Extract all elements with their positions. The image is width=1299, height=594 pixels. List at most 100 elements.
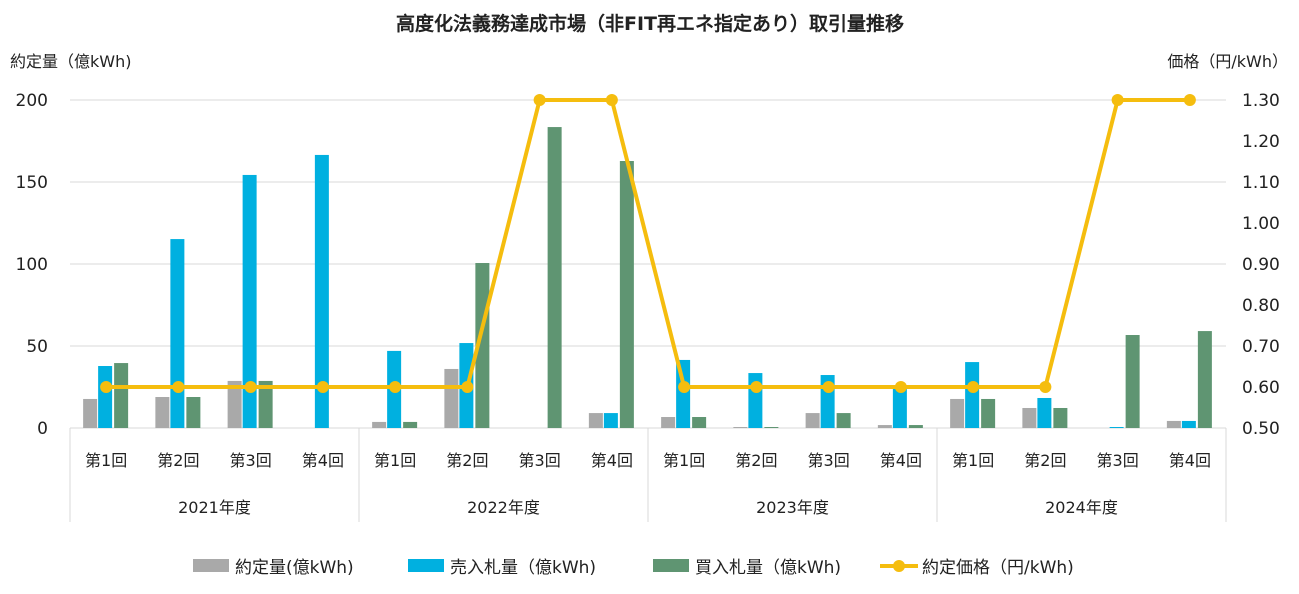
bar-sell: [98, 366, 113, 428]
bar-buy: [619, 161, 634, 428]
chart-title: 高度化法義務達成市場（非FIT再エネ指定あり）取引量推移: [396, 12, 904, 35]
right-tick-label: 1.20: [1242, 132, 1280, 152]
round-label: 第2回: [735, 451, 777, 470]
bar-settled: [950, 398, 965, 428]
year-label: 2021年度: [178, 498, 251, 517]
right-tick-label: 0.90: [1242, 255, 1280, 275]
price-point: [822, 381, 835, 393]
price-point: [750, 381, 763, 393]
legend-label: 売入札量（億kWh): [450, 558, 596, 578]
round-label: 第2回: [446, 451, 488, 470]
price-point: [244, 381, 257, 393]
bar-sell: [170, 239, 185, 428]
price-point: [1111, 94, 1124, 106]
price-line: [106, 98, 1190, 389]
bar-settled: [1166, 420, 1181, 428]
price-point: [967, 381, 980, 393]
bar-settled: [83, 398, 98, 428]
bar-settled: [227, 380, 242, 428]
round-label: 第4回: [302, 451, 344, 470]
bar-settled: [733, 427, 748, 428]
bar-sell: [314, 154, 329, 428]
right-tick-label: 0.60: [1242, 378, 1280, 398]
left-tick-label: 100: [16, 255, 48, 275]
bar-buy: [475, 263, 490, 428]
right-axis-label: 価格（円/kWh）: [1167, 52, 1288, 71]
bar-settled: [805, 413, 820, 428]
round-label: 第4回: [880, 451, 922, 470]
legend-swatch: [408, 559, 444, 572]
bar-settled: [1022, 407, 1037, 428]
legend-label: 約定価格（円/kWh): [922, 558, 1074, 578]
right-tick-label: 0.80: [1242, 296, 1280, 316]
legend-swatch: [193, 559, 229, 572]
bar-sell: [965, 362, 980, 428]
bar-sell: [1109, 427, 1124, 428]
price-point: [172, 381, 185, 393]
price-point: [1039, 381, 1052, 393]
round-label: 第3回: [519, 451, 561, 470]
price-point: [389, 381, 402, 393]
left-tick-label: 200: [16, 91, 48, 111]
right-tick-label: 1.00: [1242, 214, 1280, 234]
left-axis-label: 約定量（億kWh): [10, 52, 131, 71]
round-label: 第1回: [952, 451, 994, 470]
bar-buy: [836, 413, 851, 428]
bar-buy: [186, 397, 201, 428]
bar-settled: [661, 417, 676, 428]
bar-sell: [603, 413, 618, 428]
price-point: [678, 381, 691, 393]
price-point: [316, 381, 329, 393]
left-tick-label: 150: [16, 173, 48, 193]
round-label: 第1回: [85, 451, 127, 470]
left-tick-label: 0: [37, 419, 48, 439]
round-label: 第4回: [1169, 451, 1211, 470]
bar-buy: [692, 417, 707, 428]
price-point: [605, 94, 618, 106]
round-label: 第3回: [1097, 451, 1139, 470]
price-point: [533, 94, 546, 106]
right-tick-label: 0.70: [1242, 337, 1280, 357]
bar-settled: [155, 397, 170, 428]
bar-sell: [892, 387, 907, 428]
bar-buy: [1125, 335, 1140, 428]
bar-sell: [1037, 397, 1052, 428]
legend-swatch-marker: [893, 560, 905, 572]
legend-swatch: [653, 559, 689, 572]
right-tick-label: 1.30: [1242, 91, 1280, 111]
right-tick-label: 1.10: [1242, 173, 1280, 193]
round-label: 第3回: [230, 451, 272, 470]
left-tick-label: 50: [26, 337, 48, 357]
legend-label: 買入札量（億kWh): [695, 558, 841, 578]
right-tick-label: 0.50: [1242, 419, 1280, 439]
bar-settled: [444, 368, 459, 428]
bar-buy: [1197, 331, 1212, 428]
round-label: 第1回: [374, 451, 416, 470]
round-label: 第3回: [808, 451, 850, 470]
bar-settled: [372, 421, 387, 428]
price-point: [461, 381, 474, 393]
bar-buy: [258, 380, 273, 428]
bar-buy: [764, 427, 779, 428]
bar-settled: [588, 413, 603, 428]
price-point: [100, 381, 113, 393]
round-label: 第2回: [157, 451, 199, 470]
bar-buy: [908, 425, 923, 428]
bar-buy: [1053, 407, 1068, 428]
bar-sell: [242, 174, 257, 428]
price-point: [894, 381, 907, 393]
price-point: [1183, 94, 1196, 106]
year-label: 2023年度: [756, 498, 829, 517]
round-label: 第4回: [591, 451, 633, 470]
round-label: 第2回: [1024, 451, 1066, 470]
year-label: 2024年度: [1045, 498, 1118, 517]
bar-buy: [403, 421, 418, 428]
legend-label: 約定量(億kWh): [235, 558, 354, 578]
year-label: 2022年度: [467, 498, 540, 517]
bar-buy: [981, 398, 996, 428]
bar-settled: [877, 425, 892, 428]
round-label: 第1回: [663, 451, 705, 470]
bar-buy: [547, 127, 562, 428]
